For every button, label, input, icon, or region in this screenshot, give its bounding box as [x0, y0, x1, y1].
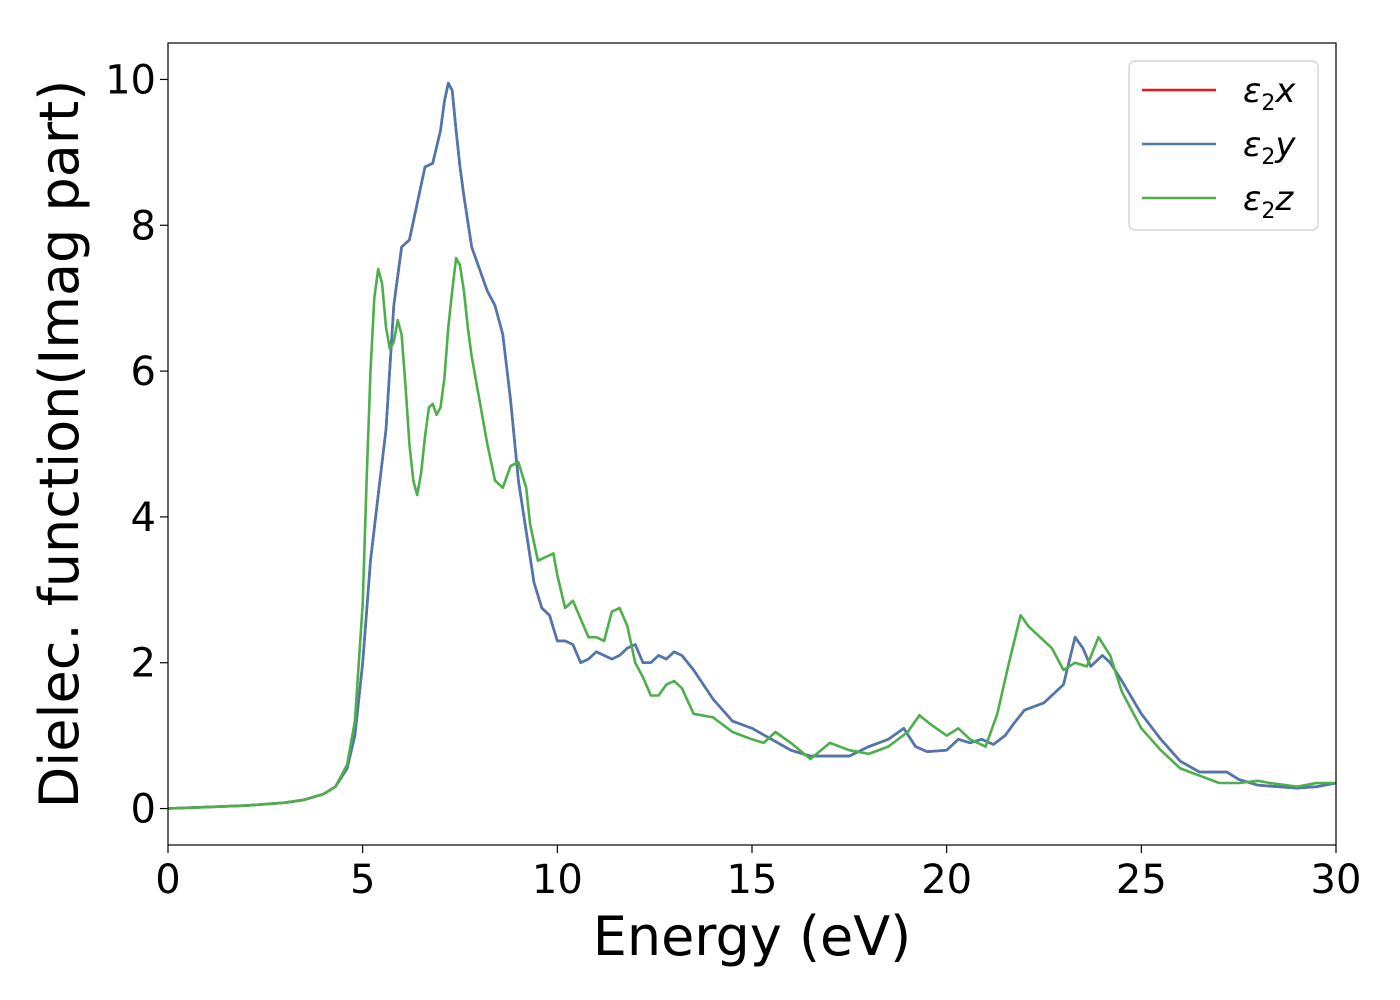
series-line-z: [168, 256, 1336, 810]
y-tick-label: 10: [105, 57, 156, 103]
y-tick-label: 0: [131, 787, 156, 833]
x-tick-label: 25: [1116, 857, 1167, 903]
y-tick-label: 8: [131, 203, 156, 249]
legend-label-z: ε2z: [1243, 179, 1294, 224]
legend-label-x: ε2x: [1243, 71, 1296, 116]
x-tick-label: 15: [727, 857, 778, 903]
legend-box: [1128, 60, 1319, 231]
x-tick-label: 0: [155, 857, 180, 903]
x-axis-label: Energy (eV): [593, 905, 912, 968]
y-tick-label: 4: [131, 495, 156, 541]
y-axis-label: Dielec. function(Imag part): [28, 80, 91, 809]
x-tick-label: 30: [1311, 857, 1362, 903]
legend-label-y: ε2y: [1243, 125, 1296, 170]
series-line-y: [168, 81, 1336, 810]
tick-layer: 0 5 10 15 20 25 30 0 2 4 6 8 10: [105, 57, 1361, 903]
x-tick-label: 20: [921, 857, 972, 903]
y-tick-label: 6: [131, 349, 156, 395]
legend: ε2x ε2y ε2z: [1128, 60, 1319, 231]
x-tick-label: 10: [532, 857, 583, 903]
y-tick-label: 2: [131, 641, 156, 687]
series-layer: [168, 81, 1336, 810]
x-tick-label: 5: [350, 857, 375, 903]
